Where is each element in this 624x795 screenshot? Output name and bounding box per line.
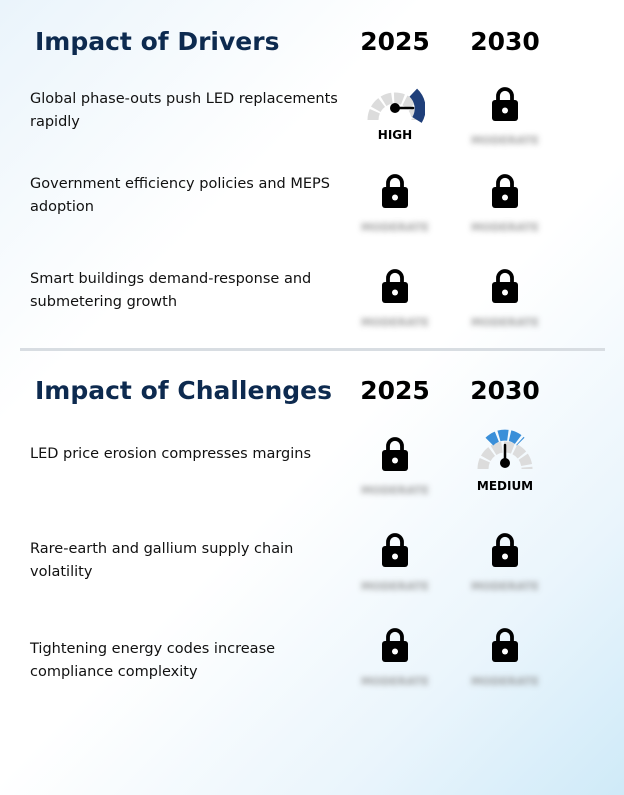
impact-cell-2030: MEDIUM xyxy=(450,429,560,509)
locked-value: MODERATE xyxy=(360,316,430,329)
drivers-year-2025: 2025 xyxy=(360,27,430,56)
lock-icon xyxy=(382,269,408,303)
row-label: LED price erosion compresses margins xyxy=(30,446,312,462)
impact-cell-2025: MODERATE xyxy=(340,532,450,612)
lock-icon xyxy=(492,174,518,208)
locked-value: MODERATE xyxy=(360,221,430,234)
impact-cell-2025: HIGH xyxy=(340,80,450,160)
gauge-level-label: MEDIUM xyxy=(476,479,534,493)
lock-icon xyxy=(492,269,518,303)
row-label: Rare-earth and gallium supply chain vola… xyxy=(30,541,294,580)
locked-value: MODERATE xyxy=(470,134,540,147)
impact-cell-2025: MODERATE xyxy=(340,173,450,253)
locked-value: MODERATE xyxy=(360,484,430,497)
impact-cell-2030: MODERATE xyxy=(450,173,560,253)
gauge-high-icon xyxy=(367,88,425,123)
lock-icon xyxy=(382,628,408,662)
row-label: Smart buildings demand-response and subm… xyxy=(30,271,312,310)
impact-cell-2025: MODERATE xyxy=(340,627,450,707)
row-label: Global phase-outs push LED replacements … xyxy=(30,91,338,130)
impact-cell-2025: MODERATE xyxy=(340,436,450,516)
locked-value: MODERATE xyxy=(470,675,540,688)
impact-cell-2030: MODERATE xyxy=(450,627,560,707)
drivers-year-2030: 2030 xyxy=(470,27,540,56)
row-label: Government efficiency policies and MEPS … xyxy=(30,176,330,215)
lock-icon xyxy=(382,174,408,208)
lock-icon xyxy=(492,628,518,662)
locked-value: MODERATE xyxy=(360,580,430,593)
impact-cell-2030: MODERATE xyxy=(450,86,560,166)
locked-value: MODERATE xyxy=(470,580,540,593)
gauge-level-label: HIGH xyxy=(377,128,413,142)
drivers-title: Impact of Drivers xyxy=(35,27,280,56)
section-divider xyxy=(20,348,605,351)
lock-icon xyxy=(492,87,518,121)
challenges-year-2025: 2025 xyxy=(360,376,430,405)
challenges-title: Impact of Challenges xyxy=(35,376,332,405)
lock-icon xyxy=(382,533,408,567)
challenges-year-2030: 2030 xyxy=(470,376,540,405)
lock-icon xyxy=(492,533,518,567)
locked-value: MODERATE xyxy=(470,316,540,329)
row-label: Tightening energy codes increase complia… xyxy=(30,641,276,680)
gauge-medium-icon xyxy=(477,429,533,470)
locked-value: MODERATE xyxy=(360,675,430,688)
impact-cell-2025: MODERATE xyxy=(340,268,450,348)
lock-icon xyxy=(382,437,408,471)
locked-value: MODERATE xyxy=(470,221,540,234)
impact-cell-2030: MODERATE xyxy=(450,532,560,612)
impact-cell-2030: MODERATE xyxy=(450,268,560,348)
